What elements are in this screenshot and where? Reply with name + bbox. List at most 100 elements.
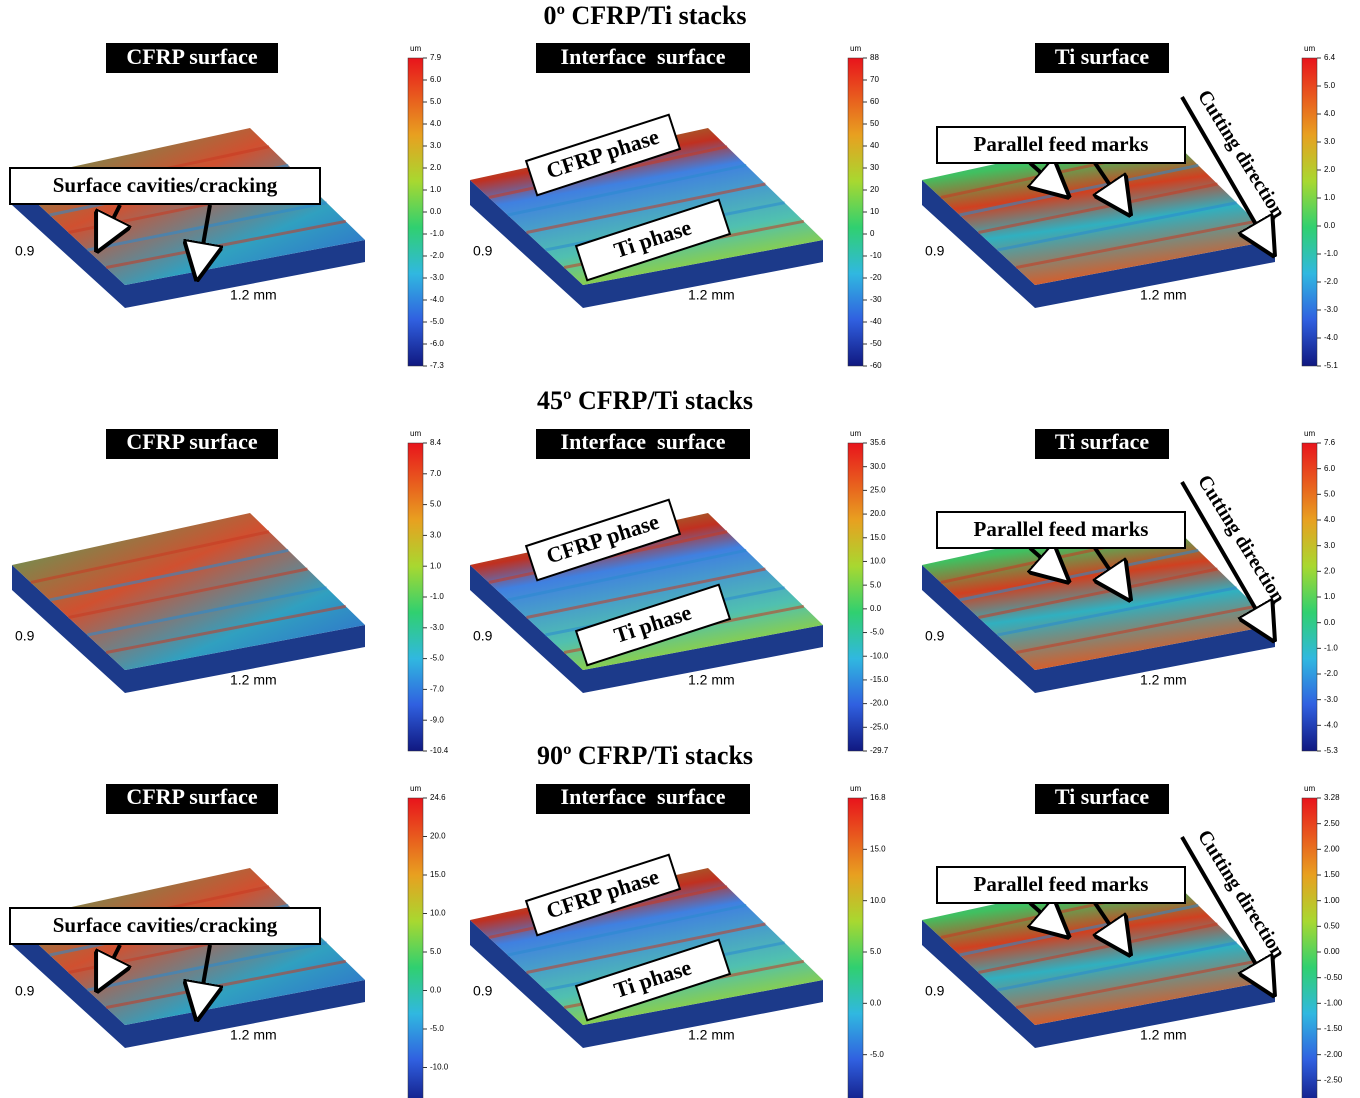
colorbar-tick-label: -10.4 [430, 746, 449, 755]
colorbar-tick-label: 1.0 [430, 561, 442, 570]
annotation-box [574, 938, 732, 1022]
panel: 0.9 1.2 mm CFRP surface Surface cavities/cr… [9, 43, 365, 308]
x-axis-label: 1.2 mm [1140, 287, 1187, 303]
annotation: Surface cavities/cracking [53, 913, 278, 937]
annotation: Surface cavities/cracking [53, 173, 278, 197]
colorbar-tick-label: -0.50 [1324, 973, 1343, 982]
surface-side [470, 180, 823, 308]
colorbar-tick-label: 5.0 [430, 97, 442, 106]
surface-ridge [105, 219, 347, 269]
colorbar-tick-label: 0.0 [870, 998, 882, 1007]
surface-side [470, 565, 823, 693]
surface-ridge [507, 548, 747, 602]
colorbar-tick-label: 2.0 [1324, 165, 1336, 174]
annotation-box [574, 583, 732, 667]
colorbar-tick-label: 10.0 [870, 896, 886, 905]
colorbar-tick-label: 2.50 [1324, 819, 1340, 828]
colorbar-tick-label: 1.0 [1324, 592, 1336, 601]
colorbar-tick-label: -40 [870, 317, 882, 326]
y-axis-label: 0.9 [473, 628, 493, 644]
colorbar-tick-label: -1.0 [1324, 249, 1338, 258]
label-box [536, 43, 750, 73]
colorbar-tick-label: 10.0 [430, 909, 446, 918]
surface-ridge [997, 201, 1237, 252]
colorbar-tick-label: 70 [870, 75, 879, 84]
arrow [1180, 95, 1265, 240]
colorbar-tick-label: 0.0 [430, 207, 442, 216]
y-axis-label: 0.9 [15, 628, 35, 644]
surface-side [922, 920, 1275, 1048]
label-box [536, 429, 750, 459]
surface-side [470, 920, 823, 1048]
surface-ridge [105, 959, 347, 1009]
surface-ridge [1015, 219, 1257, 269]
surface-ridge [959, 163, 1199, 217]
colorbar-tick-label: -60 [870, 361, 882, 370]
colorbar-tick-label: -5.0 [430, 654, 444, 663]
arrow [105, 204, 120, 235]
annotation: Parallel feed marks [974, 872, 1149, 896]
colorbar-tick-label: -2.00 [1324, 1050, 1343, 1059]
y-axis-label: 0.9 [925, 983, 945, 999]
colorbar-tick-label: -5.3 [1324, 746, 1338, 755]
surface-ridge [507, 903, 747, 957]
arrow [1095, 901, 1120, 940]
y-axis-label: 0.9 [473, 983, 493, 999]
colorbar-tick-label: -30 [870, 295, 882, 304]
annotation-box [9, 907, 321, 945]
colorbar-tick-label: -10 [870, 251, 882, 260]
colorbar-tick-label: 24.6 [430, 793, 446, 802]
colorbar-tick-label: 5.0 [870, 580, 882, 589]
colorbar [1301, 797, 1318, 1098]
colorbar-tick-label: -4.0 [1324, 333, 1338, 342]
colorbar [847, 57, 864, 367]
colorbar-tick-label: -5.0 [430, 1024, 444, 1033]
surface-ridge [526, 567, 766, 619]
panel-label: Interface surface [561, 44, 726, 69]
colorbar-tick-label: -2.50 [1324, 1075, 1343, 1084]
x-axis-label: 1.2 mm [1140, 672, 1187, 688]
x-axis-label: 1.2 mm [688, 287, 735, 303]
colorbar-tick-label: -6.0 [430, 339, 444, 348]
panel: 0.9 1.2 mm CFRP surface [12, 429, 365, 693]
colorbar-tick-label: 40 [870, 141, 879, 150]
surface-ridge [87, 586, 327, 637]
annotation-box [524, 113, 682, 197]
colorbar-tick-label: 15.0 [430, 870, 446, 879]
colorbar-tick-label: 4.0 [1324, 515, 1336, 524]
panel-label: Ti surface [1055, 44, 1150, 69]
surface-side [12, 920, 365, 1048]
y-axis-label: 0.9 [473, 243, 493, 259]
colorbar-tick-label: -2.0 [430, 251, 444, 260]
arrow [105, 944, 120, 975]
panel-label: CFRP surface [126, 429, 258, 454]
y-axis-label: 0.9 [925, 628, 945, 644]
colorbar-tick-label: -29.7 [870, 746, 889, 755]
arrow [200, 944, 210, 1002]
colorbar-tick-label: 4.0 [1324, 109, 1336, 118]
colorbar-tick-label: 5.0 [1324, 489, 1336, 498]
x-axis-label: 1.2 mm [688, 672, 735, 688]
colorbar-tick-label: 60 [870, 97, 879, 106]
colorbar-tick-label: -1.0 [430, 229, 444, 238]
surface-ridge [49, 548, 289, 602]
panel-label: Ti surface [1055, 784, 1150, 809]
colorbar-tick-label: 25.0 [870, 485, 886, 494]
colorbar-tick-label: -5.0 [870, 628, 884, 637]
colorbar-tick-label: 1.50 [1324, 870, 1340, 879]
colorbar-tick-label: -2.0 [1324, 277, 1338, 286]
colorbar-tick-label: -3.0 [1324, 695, 1338, 704]
arrow [200, 204, 210, 262]
surface-ridge [30, 530, 270, 584]
colorbar-tick-label: 8.4 [430, 438, 442, 447]
colorbar-tick-label: 10.0 [870, 557, 886, 566]
panel-label: CFRP surface [126, 44, 258, 69]
colorbar-unit: um [850, 784, 861, 793]
colorbar [1301, 57, 1318, 367]
label-box [106, 429, 278, 459]
colorbar-tick-label: -15.0 [870, 675, 889, 684]
colorbar [407, 442, 424, 752]
